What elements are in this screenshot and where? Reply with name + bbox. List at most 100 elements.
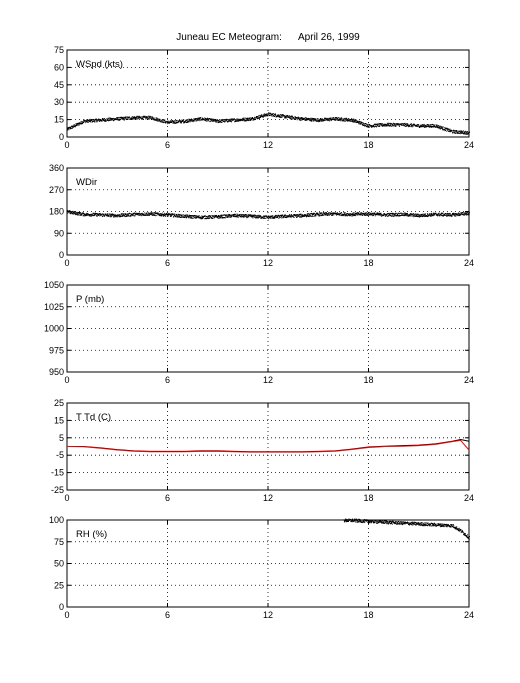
- data-point: [404, 214, 406, 215]
- data-point: [98, 214, 100, 216]
- data-point: [325, 213, 327, 215]
- data-point: [197, 118, 199, 120]
- data-point: [190, 217, 192, 219]
- data-point: [258, 117, 260, 119]
- data-point: [379, 125, 381, 127]
- data-point: [190, 215, 191, 216]
- data-point: [372, 126, 374, 128]
- data-point: [76, 212, 78, 214]
- data-point: [119, 214, 121, 216]
- data-point: [431, 522, 432, 524]
- data-point: [242, 117, 244, 119]
- data-point: [451, 215, 453, 217]
- data-point: [426, 213, 428, 215]
- data-point: [414, 214, 416, 216]
- data-point: [358, 518, 360, 520]
- data-point: [392, 520, 394, 522]
- data-point: [290, 116, 292, 118]
- data-point: [222, 119, 224, 121]
- data-point: [134, 212, 135, 214]
- data-point: [463, 130, 464, 132]
- data-point: [344, 120, 346, 122]
- data-point: [342, 120, 344, 122]
- data-point: [81, 214, 83, 216]
- data-point: [233, 216, 235, 218]
- data-point: [319, 118, 321, 119]
- data-point: [349, 213, 351, 215]
- data-point: [155, 215, 157, 217]
- data-point: [128, 118, 130, 120]
- data-point: [274, 115, 276, 117]
- data-point: [182, 120, 184, 122]
- data-point: [247, 117, 249, 119]
- data-point: [403, 123, 404, 125]
- data-point: [392, 124, 394, 126]
- data-point: [394, 212, 396, 214]
- data-point: [88, 120, 90, 122]
- data-point: [143, 117, 145, 118]
- data-point: [263, 215, 265, 217]
- y-tick-label: 1000: [44, 324, 64, 334]
- x-tick-label: 18: [363, 493, 373, 503]
- data-point: [111, 214, 113, 216]
- data-point: [457, 529, 458, 531]
- data-point: [435, 126, 437, 128]
- data-point: [317, 212, 319, 214]
- data-point: [199, 117, 201, 118]
- data-point: [321, 120, 323, 121]
- data-point: [106, 215, 108, 217]
- data-point: [310, 117, 312, 119]
- data-point: [417, 523, 419, 525]
- data-point: [422, 214, 424, 216]
- data-point: [426, 124, 428, 126]
- data-point: [405, 215, 407, 217]
- data-point: [437, 126, 439, 128]
- data-point: [266, 215, 268, 217]
- data-point: [257, 215, 259, 216]
- data-point: [391, 123, 393, 125]
- data-point: [253, 215, 255, 217]
- data-point: [469, 211, 470, 213]
- data-point: [335, 117, 336, 119]
- data-point: [240, 216, 241, 218]
- data-point: [321, 119, 323, 121]
- data-point: [406, 123, 408, 125]
- data-point: [408, 124, 410, 126]
- data-point: [178, 215, 179, 217]
- data-point: [79, 212, 81, 214]
- data-point: [355, 519, 357, 521]
- data-point: [218, 215, 219, 216]
- data-point: [85, 214, 87, 215]
- data-point: [263, 113, 265, 115]
- data-point: [467, 534, 469, 536]
- data-point: [76, 123, 78, 125]
- data-point: [78, 212, 80, 214]
- data-point: [447, 129, 448, 131]
- data-point: [460, 131, 462, 133]
- data-point: [418, 216, 420, 218]
- data-point: [135, 116, 137, 118]
- data-point: [342, 215, 344, 217]
- data-point: [167, 215, 169, 217]
- data-point: [259, 116, 261, 118]
- data-point: [423, 123, 425, 125]
- data-point: [315, 213, 317, 215]
- data-point: [84, 122, 86, 124]
- data-point: [368, 521, 370, 523]
- data-point: [409, 214, 411, 216]
- data-point: [321, 213, 323, 215]
- data-point: [185, 119, 187, 121]
- data-point: [288, 216, 290, 218]
- data-point: [359, 121, 361, 123]
- data-point: [397, 123, 399, 125]
- data-point: [191, 215, 193, 216]
- data-point: [416, 213, 418, 215]
- data-point: [312, 215, 314, 217]
- data-point: [295, 214, 297, 216]
- data-point: [117, 117, 119, 119]
- data-point: [94, 214, 95, 216]
- data-point: [186, 120, 188, 122]
